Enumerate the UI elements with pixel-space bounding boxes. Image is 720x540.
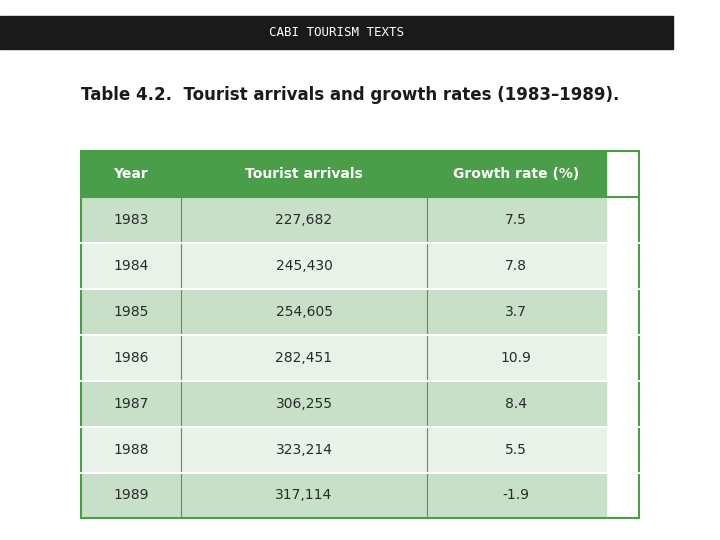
Bar [81, 151, 639, 518]
Bar [427, 427, 606, 472]
Text: 323,214: 323,214 [276, 443, 333, 456]
Bar [81, 472, 181, 518]
Bar [81, 335, 181, 381]
Text: 254,605: 254,605 [276, 305, 333, 319]
Text: 282,451: 282,451 [276, 351, 333, 364]
Text: Tourist arrivals: Tourist arrivals [246, 167, 363, 181]
Text: 7.5: 7.5 [505, 213, 527, 227]
Bar [427, 381, 606, 427]
Bar [81, 289, 181, 335]
Text: 245,430: 245,430 [276, 259, 333, 273]
Text: 7.8: 7.8 [505, 259, 527, 273]
Bar [181, 472, 427, 518]
Text: 1989: 1989 [113, 489, 149, 502]
Bar [81, 381, 181, 427]
Text: 1988: 1988 [113, 443, 149, 456]
Bar [427, 151, 606, 197]
Text: 1986: 1986 [113, 351, 149, 364]
Text: 306,255: 306,255 [276, 397, 333, 410]
Text: 10.9: 10.9 [501, 351, 531, 364]
Text: CABI TOURISM TEXTS: CABI TOURISM TEXTS [269, 26, 404, 39]
Text: 1987: 1987 [113, 397, 148, 410]
Bar [427, 472, 606, 518]
Bar [181, 427, 427, 472]
Text: 1983: 1983 [113, 213, 148, 227]
Text: -1.9: -1.9 [503, 489, 530, 502]
Bar [181, 335, 427, 381]
Text: 317,114: 317,114 [276, 489, 333, 502]
Bar [427, 289, 606, 335]
Bar [181, 381, 427, 427]
Bar [181, 197, 427, 243]
Text: 8.4: 8.4 [505, 397, 527, 410]
Bar [181, 243, 427, 289]
Text: 3.7: 3.7 [505, 305, 527, 319]
Bar [81, 197, 181, 243]
Bar [181, 151, 427, 197]
Bar [81, 243, 181, 289]
Bar [427, 335, 606, 381]
Bar [427, 197, 606, 243]
Text: 5.5: 5.5 [505, 443, 527, 456]
Bar [181, 289, 427, 335]
Bar [81, 427, 181, 472]
Bar [0, 16, 672, 49]
Bar [81, 151, 181, 197]
Text: 1984: 1984 [113, 259, 148, 273]
Text: Year: Year [114, 167, 148, 181]
Bar [427, 243, 606, 289]
Text: Growth rate (%): Growth rate (%) [453, 167, 580, 181]
Text: 227,682: 227,682 [276, 213, 333, 227]
Text: 1985: 1985 [113, 305, 148, 319]
Text: Table 4.2.  Tourist arrivals and growth rates (1983–1989).: Table 4.2. Tourist arrivals and growth r… [81, 86, 619, 104]
